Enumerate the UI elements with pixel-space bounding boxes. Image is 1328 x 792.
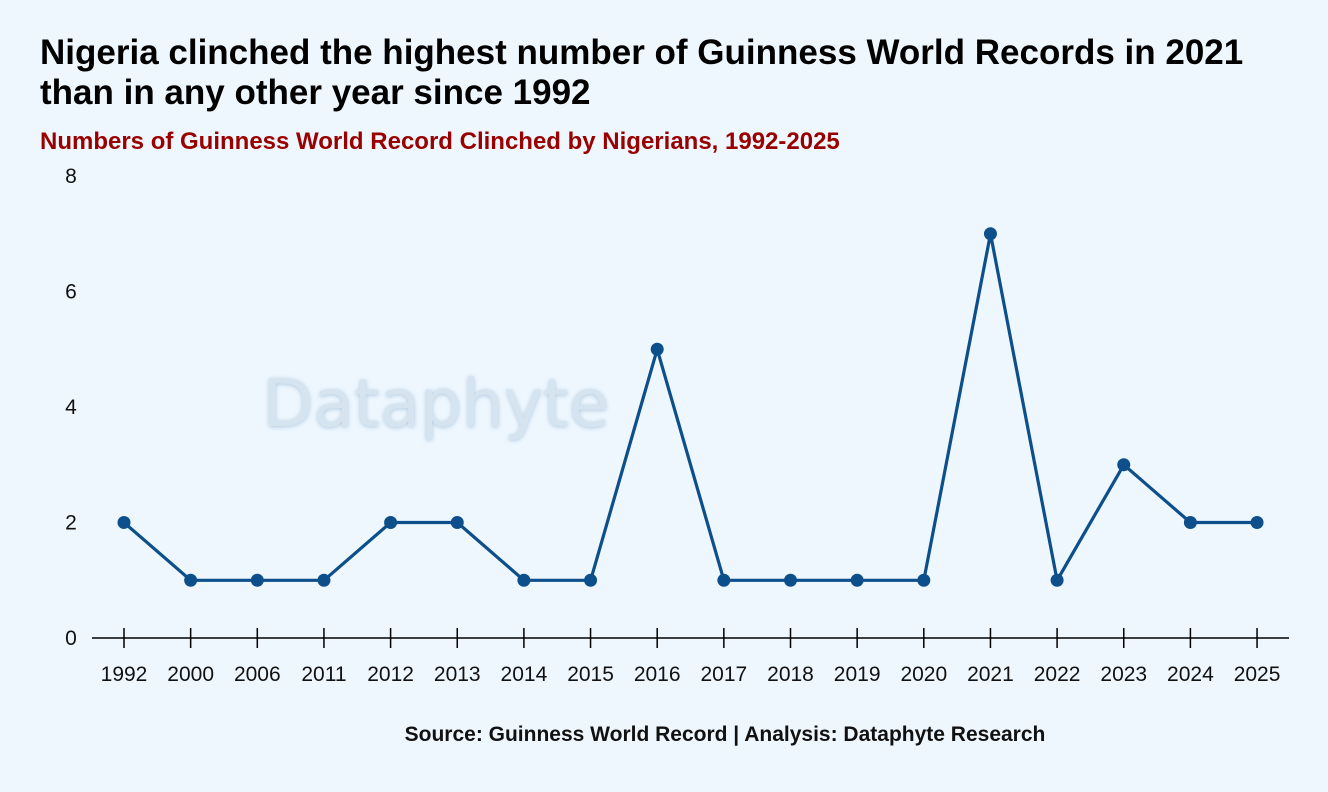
- x-tick-label: 2015: [567, 663, 614, 686]
- x-tick-label: 2006: [234, 663, 281, 686]
- data-point-2018: [784, 573, 797, 587]
- y-tick-label: 8: [65, 165, 77, 188]
- x-tick-label: 2023: [1100, 663, 1147, 686]
- x-axis: 1992 2000 2006 2011 2012 2013 2014 2015 2016 2017…: [92, 628, 1289, 686]
- source-note: Source: Guinness World Record | Analysis…: [404, 723, 1046, 746]
- x-tick-label: 2022: [1034, 663, 1081, 686]
- x-tick-label: 2000: [167, 663, 214, 686]
- x-tick-label: 2020: [900, 663, 947, 686]
- data-point-2023: [1117, 458, 1131, 472]
- x-tick-label: 2014: [501, 663, 548, 686]
- watermark-logo: Dataphyte: [263, 365, 610, 442]
- x-tick-label: 2011: [301, 663, 346, 686]
- data-point-2006: [250, 573, 264, 587]
- x-tick-label: 2019: [834, 663, 881, 686]
- data-point-2016: [650, 342, 664, 356]
- data-point-2014: [517, 573, 531, 587]
- x-tick-label: 2018: [767, 663, 814, 686]
- x-tick-label: 2024: [1167, 663, 1214, 686]
- data-point-2000: [184, 573, 198, 587]
- data-point-2022: [1050, 573, 1064, 587]
- chart-subtitle: Numbers of Guinness World Record Clinche…: [40, 128, 840, 155]
- x-tick-label: 2013: [434, 663, 481, 686]
- x-tick-label: 2017: [700, 663, 747, 686]
- y-tick-label: 2: [65, 512, 77, 535]
- y-tick-label: 6: [65, 281, 77, 304]
- data-point-2021: [983, 227, 997, 241]
- y-tick-label: 4: [65, 396, 77, 419]
- data-point-2012: [384, 516, 398, 529]
- series-line: [122, 233, 1258, 585]
- data-point-2015: [584, 573, 598, 587]
- data-point-2024: [1183, 516, 1197, 529]
- chart-title: Nigeria clinched the highest number of G…: [40, 33, 1244, 112]
- data-point-2011: [317, 573, 331, 587]
- data-point-1992: [117, 516, 131, 529]
- y-axis: 0 2 4 6 8: [65, 165, 77, 650]
- data-point-2025: [1250, 516, 1264, 529]
- x-tick-label: 1992: [101, 663, 148, 686]
- data-point-2017: [717, 573, 731, 587]
- x-tick-label: 2012: [367, 663, 414, 686]
- x-tick-label: 2021: [967, 663, 1014, 686]
- data-point-2013: [450, 516, 464, 529]
- data-point-2020: [917, 573, 931, 587]
- y-tick-label: 0: [65, 627, 77, 650]
- data-point-2019: [850, 573, 864, 587]
- plot-area: [117, 227, 1264, 587]
- x-tick-label: 2025: [1234, 663, 1281, 686]
- x-tick-label: 2016: [634, 663, 681, 686]
